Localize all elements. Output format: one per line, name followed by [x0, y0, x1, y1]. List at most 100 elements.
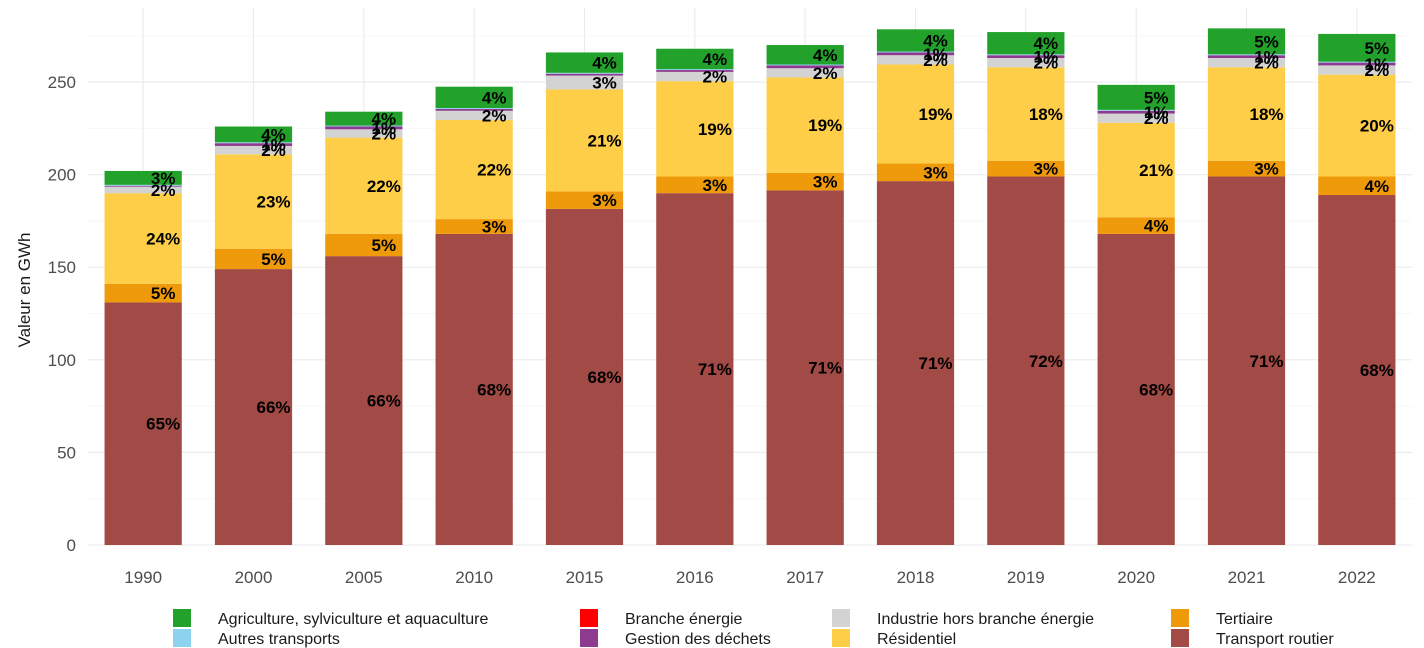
data-label-agriculture: 4%	[703, 50, 728, 69]
legend-swatch	[580, 609, 598, 627]
x-tick-label: 2017	[786, 568, 824, 587]
x-tick-label: 2020	[1117, 568, 1155, 587]
bar-segment-autres_transports	[545, 72, 624, 74]
data-label-transport_routier: 72%	[1029, 352, 1063, 371]
data-label-residentiel: 18%	[1029, 105, 1063, 124]
data-label-tertiaire: 4%	[1365, 177, 1390, 196]
bar-segment-tertiaire	[214, 248, 293, 270]
bar-segment-industrie	[876, 55, 955, 65]
bar-segment-residentiel	[435, 120, 513, 220]
data-label-transport_routier: 71%	[1249, 352, 1283, 371]
bar-segment-transport_routier	[104, 302, 182, 545]
data-label-agriculture: 5%	[1254, 32, 1279, 51]
bar-segment-industrie	[1207, 57, 1286, 68]
legend-label: Transport routier	[1216, 631, 1334, 648]
bar-segment-transport_routier	[325, 256, 403, 545]
data-label-industrie: 2%	[923, 51, 948, 70]
data-label-agriculture: 4%	[261, 125, 286, 144]
legend-item: Résidentiel	[832, 629, 956, 648]
data-label-transport_routier: 68%	[1360, 361, 1394, 380]
bar-segment-agriculture	[766, 45, 844, 65]
bar-segment-autres_transports	[766, 64, 844, 66]
y-tick-label: 100	[48, 351, 76, 370]
data-label-transport_routier: 71%	[698, 360, 732, 379]
data-label-industrie: 2%	[703, 68, 728, 87]
data-label-gestion_dechets: 1%	[372, 119, 397, 138]
y-tick-label: 0	[67, 536, 76, 555]
data-label-tertiaire: 5%	[261, 250, 286, 269]
bar-segment-agriculture	[876, 29, 955, 52]
y-axis-title: Valeur en GWh	[15, 233, 34, 348]
x-tick-label: 2016	[676, 568, 714, 587]
bar-segment-gestion_dechets	[1207, 55, 1286, 58]
data-label-transport_routier: 68%	[587, 368, 621, 387]
legend-item: Autres transports	[173, 629, 340, 648]
data-label-industrie: 2%	[482, 106, 507, 125]
bar-segment-autres_transports	[656, 69, 734, 71]
bar-segment-gestion_dechets	[104, 185, 182, 187]
bar-segment-gestion_dechets	[435, 108, 513, 111]
bar-segment-autres_transports	[987, 54, 1065, 56]
x-tick-label: 2005	[345, 568, 383, 587]
data-label-residentiel: 19%	[808, 116, 842, 135]
legend-swatch	[832, 629, 850, 647]
bar-segment-transport_routier	[656, 193, 734, 545]
bar-segment-residentiel	[104, 193, 182, 284]
bar-segment-transport_routier	[987, 176, 1065, 545]
bar-segment-industrie	[1318, 65, 1396, 75]
bar-segment-gestion_dechets	[1097, 110, 1175, 114]
y-tick-label: 150	[48, 258, 76, 277]
bars-layer	[104, 28, 1396, 546]
data-label-industrie: 2%	[372, 124, 397, 143]
bar-segment-gestion_dechets	[545, 73, 624, 76]
bar-segment-tertiaire	[876, 163, 955, 182]
bar-segment-residentiel	[656, 81, 734, 177]
data-label-agriculture: 5%	[1365, 39, 1390, 58]
data-label-residentiel: 21%	[1139, 161, 1173, 180]
bar-segment-gestion_dechets	[1318, 62, 1396, 66]
data-label-tertiaire: 4%	[1144, 217, 1169, 236]
bar-segment-tertiaire	[766, 172, 844, 191]
bar-segment-gestion_dechets	[987, 55, 1065, 58]
data-label-gestion_dechets: 1%	[1365, 55, 1390, 74]
legend-label: Industrie hors branche énergie	[877, 611, 1094, 628]
legend: Agriculture, sylviculture et aquaculture…	[173, 609, 1334, 648]
data-label-agriculture: 4%	[1034, 34, 1059, 53]
axis-layer: 0 50 100 150 200 250 1990 2000 2005 2010 2015 2016 2…	[48, 73, 1376, 587]
data-label-transport_routier: 66%	[367, 392, 401, 411]
data-label-residentiel: 20%	[1360, 117, 1394, 136]
bar-segment-agriculture	[325, 111, 403, 126]
data-label-agriculture: 4%	[923, 31, 948, 50]
bar-segment-industrie	[545, 75, 624, 90]
bar-segment-agriculture	[1097, 84, 1175, 110]
legend-item: Tertiaire	[1171, 609, 1273, 628]
bar-segment-gestion_dechets	[656, 70, 734, 72]
bar-segment-residentiel	[987, 67, 1065, 161]
bar-segment-industrie	[766, 68, 844, 78]
legend-label: Gestion des déchets	[625, 631, 771, 648]
legend-swatch	[832, 609, 850, 627]
bar-segment-residentiel	[1318, 74, 1396, 177]
bar-segment-residentiel	[876, 64, 955, 164]
data-label-tertiaire: 3%	[482, 218, 507, 237]
bar-segment-industrie	[214, 145, 293, 155]
data-label-tertiaire: 3%	[1034, 160, 1059, 179]
data-label-industrie: 2%	[261, 141, 286, 160]
bar-segment-autres_transports	[1318, 61, 1396, 63]
bar-segment-transport_routier	[545, 208, 624, 546]
bar-segment-agriculture	[545, 52, 624, 73]
bar-segment-agriculture	[1318, 33, 1396, 62]
bar-segment-gestion_dechets	[214, 143, 293, 146]
x-tick-label: 2021	[1228, 568, 1266, 587]
bar-segment-residentiel	[766, 77, 844, 173]
data-label-gestion_dechets: 1%	[1034, 48, 1059, 67]
data-label-transport_routier: 71%	[918, 354, 952, 373]
legend-label: Autres transports	[218, 631, 340, 648]
x-tick-label: 1990	[124, 568, 162, 587]
bar-segment-industrie	[656, 71, 734, 82]
bar-segment-industrie	[104, 186, 182, 194]
bar-segment-transport_routier	[876, 181, 955, 545]
y-tick-label: 250	[48, 73, 76, 92]
legend-item: Industrie hors branche énergie	[832, 609, 1094, 628]
